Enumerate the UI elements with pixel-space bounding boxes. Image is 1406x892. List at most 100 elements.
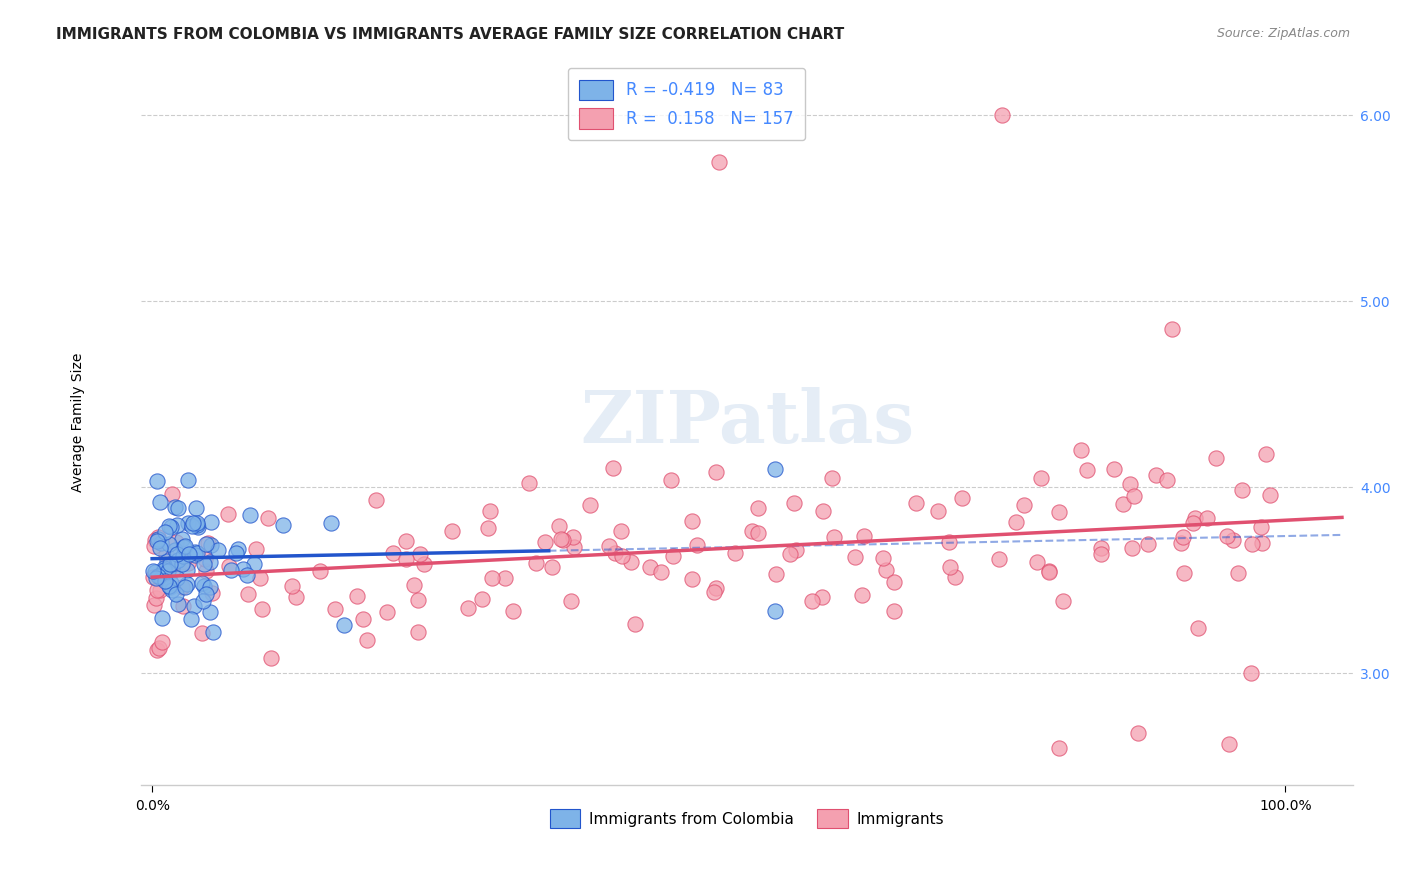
Point xyxy=(1119,476,1142,491)
Point xyxy=(823,530,845,544)
Point xyxy=(166,553,188,567)
Point xyxy=(382,546,405,560)
Point xyxy=(943,570,966,584)
Point xyxy=(194,587,217,601)
Point xyxy=(170,558,193,572)
Point xyxy=(195,537,218,551)
Point xyxy=(612,549,634,563)
Point xyxy=(479,504,502,518)
Point xyxy=(217,507,239,521)
Point xyxy=(166,547,188,561)
Point xyxy=(1137,537,1160,551)
Point xyxy=(176,563,198,577)
Point xyxy=(457,600,479,615)
Point xyxy=(681,573,703,587)
Point xyxy=(1012,498,1035,512)
Point xyxy=(1038,566,1060,580)
Point xyxy=(145,533,167,548)
Point xyxy=(562,540,585,554)
Point xyxy=(177,474,200,488)
Point xyxy=(177,547,200,561)
Point xyxy=(517,475,540,490)
Point xyxy=(160,564,183,578)
Point xyxy=(187,520,209,534)
Point xyxy=(346,589,368,603)
Point xyxy=(207,542,229,557)
Point xyxy=(402,577,425,591)
Point xyxy=(221,563,243,577)
Point xyxy=(238,587,260,601)
Point xyxy=(1161,322,1184,336)
Point xyxy=(1241,537,1264,551)
Point xyxy=(145,571,167,585)
Point xyxy=(481,571,503,585)
Point xyxy=(1170,536,1192,550)
Point xyxy=(1121,541,1143,555)
Point xyxy=(704,465,727,479)
Point xyxy=(707,155,730,169)
Point xyxy=(1070,443,1092,458)
Point xyxy=(245,541,267,556)
Point xyxy=(1144,468,1167,483)
Point xyxy=(181,516,204,530)
Point xyxy=(853,529,876,543)
Point xyxy=(149,541,172,556)
Point xyxy=(1090,541,1112,555)
Point xyxy=(183,599,205,613)
Point xyxy=(143,533,166,547)
Point xyxy=(686,538,709,552)
Point xyxy=(883,604,905,618)
Point xyxy=(810,591,832,605)
Point xyxy=(321,516,343,530)
Point xyxy=(173,541,195,555)
Point xyxy=(939,559,962,574)
Point xyxy=(1250,536,1272,550)
Point xyxy=(1112,497,1135,511)
Point xyxy=(174,580,197,594)
Point xyxy=(162,583,184,598)
Point xyxy=(1256,447,1278,461)
Point xyxy=(170,533,193,547)
Point xyxy=(177,516,200,531)
Point xyxy=(159,536,181,550)
Point xyxy=(765,566,787,581)
Point xyxy=(883,574,905,589)
Point xyxy=(160,558,183,573)
Point xyxy=(159,581,181,595)
Point xyxy=(408,625,430,640)
Point xyxy=(619,555,641,569)
Point xyxy=(988,552,1011,566)
Point xyxy=(1222,533,1244,547)
Point xyxy=(145,642,167,657)
Point xyxy=(413,558,436,572)
Point xyxy=(741,524,763,538)
Point xyxy=(163,500,186,515)
Point xyxy=(166,571,188,585)
Point xyxy=(200,605,222,619)
Point xyxy=(395,552,418,566)
Point xyxy=(1004,515,1026,529)
Point xyxy=(409,547,432,561)
Point xyxy=(1076,463,1098,477)
Point xyxy=(872,550,894,565)
Point xyxy=(1216,529,1239,543)
Point xyxy=(190,626,212,640)
Point xyxy=(395,534,418,549)
Point xyxy=(1052,594,1074,608)
Point xyxy=(250,602,273,616)
Point xyxy=(142,564,165,578)
Point xyxy=(800,593,823,607)
Point xyxy=(1184,511,1206,525)
Point xyxy=(242,558,264,572)
Point xyxy=(1250,520,1272,534)
Point xyxy=(165,586,187,600)
Point xyxy=(146,582,169,597)
Point xyxy=(142,539,165,553)
Point xyxy=(155,547,177,561)
Point xyxy=(249,571,271,585)
Point xyxy=(149,536,172,550)
Point xyxy=(723,546,745,560)
Point xyxy=(271,518,294,533)
Point xyxy=(194,551,217,566)
Point xyxy=(191,594,214,608)
